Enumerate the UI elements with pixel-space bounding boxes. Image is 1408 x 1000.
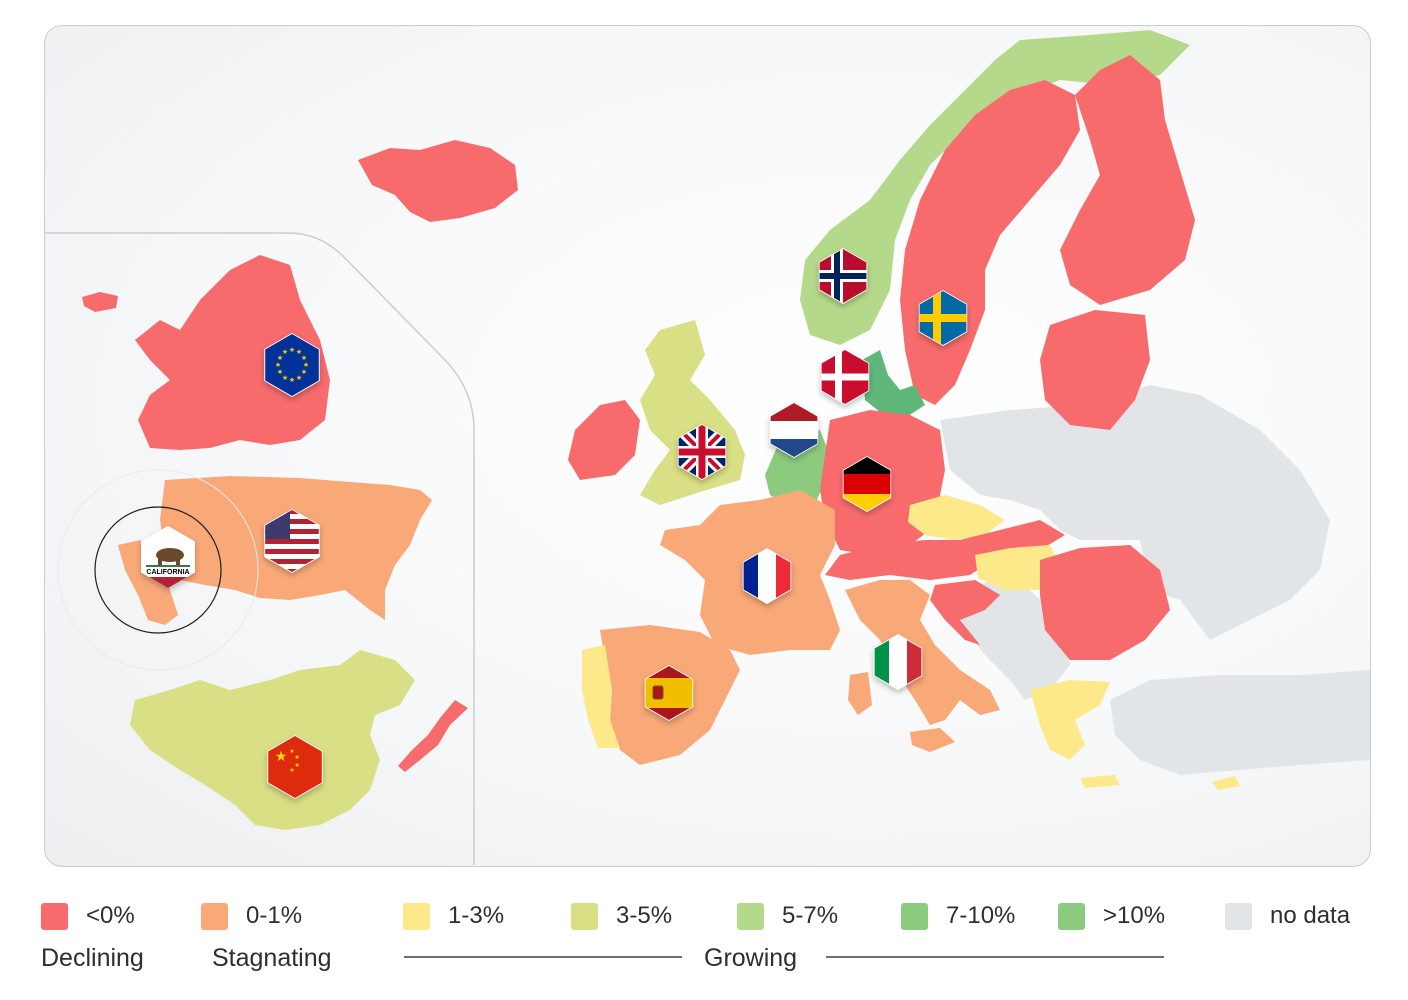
- flag-italy-icon[interactable]: [868, 632, 928, 692]
- flag-china-icon[interactable]: ★ ★ ★ ★ ★: [263, 735, 327, 799]
- region-sicily: [910, 728, 955, 752]
- legend-label: 3-5%: [616, 902, 673, 929]
- legend-item-growth-3-5: 3-5%: [571, 902, 672, 930]
- svg-text:★: ★: [277, 368, 283, 376]
- svg-text:★: ★: [296, 374, 302, 382]
- flag-sweden-icon[interactable]: [913, 288, 973, 348]
- legend-swatch: [571, 902, 598, 930]
- region-italy: [845, 580, 1000, 725]
- region-austria: [825, 520, 1065, 580]
- inset-china-map: [130, 650, 415, 830]
- california-highlight-ring: [57, 469, 259, 671]
- legend-label: 5-7%: [782, 902, 839, 929]
- legend-label: >10%: [1103, 902, 1166, 929]
- california-highlight-ring-inner: [94, 506, 222, 634]
- inset-california: [118, 540, 178, 625]
- legend-swatch: [201, 902, 228, 930]
- legend-swatch: [1058, 902, 1085, 930]
- legend-item-growth-gt10: >10%: [1058, 902, 1165, 930]
- flag-eu-icon[interactable]: ★ ★★ ★★★ ★★★ ★★★: [260, 333, 324, 397]
- svg-text:★: ★: [301, 354, 307, 362]
- region-greece: [1030, 680, 1110, 760]
- region-finland: [1060, 55, 1195, 305]
- legend-item-declining: <0%: [41, 902, 135, 930]
- inset-maps: [57, 255, 468, 830]
- region-romania: [1040, 545, 1170, 660]
- region-turkey: [1110, 670, 1370, 775]
- svg-text:★: ★: [294, 754, 299, 761]
- legend-swatch: [737, 902, 764, 930]
- region-sardinia: [848, 672, 872, 715]
- svg-text:★: ★: [289, 767, 294, 774]
- region-portugal: [582, 645, 620, 748]
- inset-japan-map: [398, 700, 468, 772]
- legend-swatch: [403, 902, 430, 930]
- svg-text:★: ★: [296, 348, 302, 356]
- svg-text:★: ★: [275, 361, 281, 369]
- legend-growing-line-left: [404, 956, 682, 958]
- legend-growing-line-right: [826, 956, 1164, 958]
- legend-group-stagnating: Stagnating: [212, 944, 332, 972]
- legend-label: 7-10%: [946, 902, 1016, 929]
- legend-item-growth-5-7: 5-7%: [737, 902, 838, 930]
- region-croatia: [930, 580, 1000, 645]
- flag-denmark-icon[interactable]: [815, 347, 875, 407]
- region-baltics: [1040, 310, 1150, 430]
- region-denmark: [862, 350, 925, 418]
- region-iceland: [358, 140, 518, 222]
- svg-text:★: ★: [275, 749, 288, 765]
- legend-group-growing: Growing: [704, 944, 798, 972]
- svg-text:★: ★: [289, 748, 294, 755]
- legend-item-stagnating: 0-1%: [201, 902, 302, 930]
- region-crete: [1080, 775, 1120, 788]
- svg-text:★: ★: [303, 361, 309, 369]
- svg-text:★: ★: [277, 354, 283, 362]
- svg-text:★: ★: [289, 376, 295, 384]
- region-united-kingdom: [640, 320, 745, 505]
- legend-swatch: [41, 902, 68, 930]
- inset-divider: [45, 232, 475, 865]
- legend-item-growth-7-10: 7-10%: [901, 902, 1015, 930]
- flag-usa-icon[interactable]: [260, 509, 324, 574]
- region-hungary: [975, 545, 1060, 590]
- svg-text:★: ★: [289, 346, 295, 354]
- california-flag-text: CALIFORNIA: [146, 569, 189, 576]
- svg-text:★: ★: [282, 374, 288, 382]
- svg-text:★: ★: [301, 368, 307, 376]
- legend-label: no data: [1270, 902, 1351, 929]
- legend-group-declining: Declining: [41, 944, 144, 972]
- region-cyprus: [1212, 776, 1240, 790]
- inset-eu-map: [135, 255, 330, 450]
- svg-text:★: ★: [294, 762, 299, 769]
- legend-swatch: [901, 902, 928, 930]
- legend-label: 1-3%: [448, 902, 505, 929]
- flag-norway-icon[interactable]: [813, 246, 873, 306]
- legend-swatch: [1225, 902, 1252, 930]
- region-czechia: [908, 495, 1005, 540]
- legend-label: <0%: [86, 902, 135, 929]
- region-east-no-data: [940, 385, 1330, 640]
- svg-text:★: ★: [282, 348, 288, 356]
- region-ireland: [568, 400, 640, 480]
- region-norway: [800, 30, 1190, 345]
- legend-label: 0-1%: [246, 902, 303, 929]
- flag-france-icon[interactable]: [737, 546, 797, 606]
- europe-map: [358, 30, 1370, 790]
- legend-item-growth-1-3: 1-3%: [403, 902, 504, 930]
- inset-eu-iceland: [82, 292, 118, 312]
- legend-item-no-data: no data: [1225, 902, 1350, 930]
